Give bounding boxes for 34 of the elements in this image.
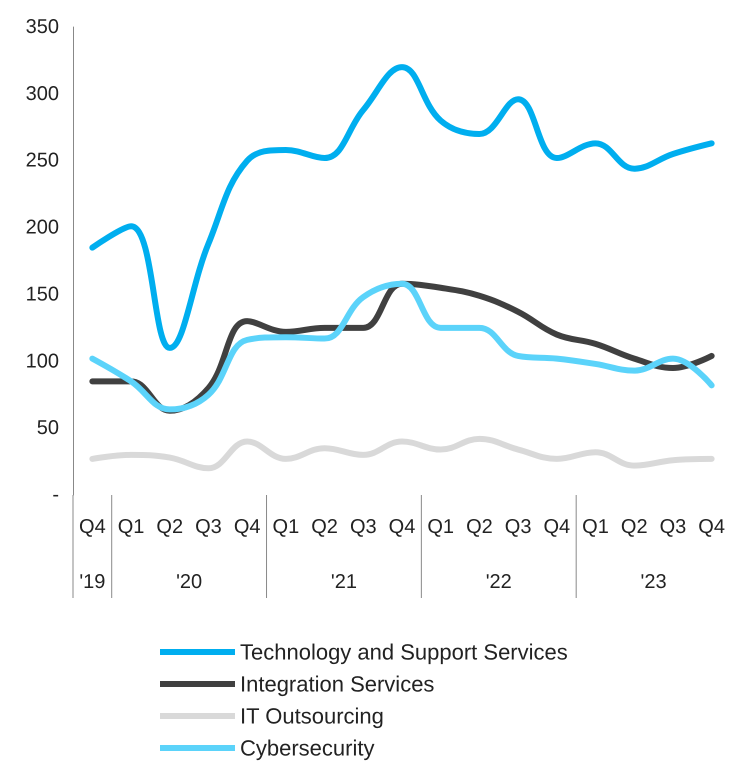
x-tick-label: Q1 (427, 516, 454, 538)
text: '20 (176, 571, 202, 593)
x-tick-label: Q4 (79, 516, 106, 538)
legend-label: Cybersecurity (240, 736, 374, 760)
x-tick-label: Q2 (311, 516, 338, 538)
text: '22 (486, 571, 512, 593)
y-tick-label: - (52, 484, 59, 506)
x-tick-label: Q1 (118, 516, 144, 538)
x-tick-label: Q4 (543, 516, 570, 538)
y-tick-label: 300 (26, 82, 59, 105)
x-tick-label: Q2 (620, 516, 648, 538)
y-tick-label: 50 (36, 417, 59, 440)
y-tick-label: 350 (26, 16, 59, 38)
legend-label: Technology and Support Services (240, 640, 568, 664)
x-tick-label: Q4 (698, 516, 725, 538)
text: '23 (640, 571, 667, 593)
text: '19 (79, 571, 106, 593)
x-tick-label: Q3 (504, 516, 532, 538)
x-tick-label: Q3 (660, 516, 686, 538)
legend-label: Integration Services (240, 672, 434, 696)
x-tick-label: Q4 (388, 516, 416, 538)
y-tick-label: 250 (26, 150, 59, 172)
y-tick-label: 150 (26, 283, 59, 306)
x-tick-label: Q3 (350, 516, 377, 538)
y-tick-label: 200 (26, 216, 59, 239)
x-tick-label: Q3 (195, 516, 222, 538)
x-tick-label: Q1 (272, 516, 300, 538)
x-tick-label: Q2 (156, 516, 184, 538)
legend-label: IT Outsourcing (240, 704, 384, 728)
y-tick-label: 100 (26, 350, 59, 372)
x-tick-label: Q1 (582, 516, 609, 538)
x-tick-label: Q2 (466, 516, 493, 538)
x-tick-label: Q4 (234, 516, 261, 538)
text: '21 (330, 571, 357, 593)
